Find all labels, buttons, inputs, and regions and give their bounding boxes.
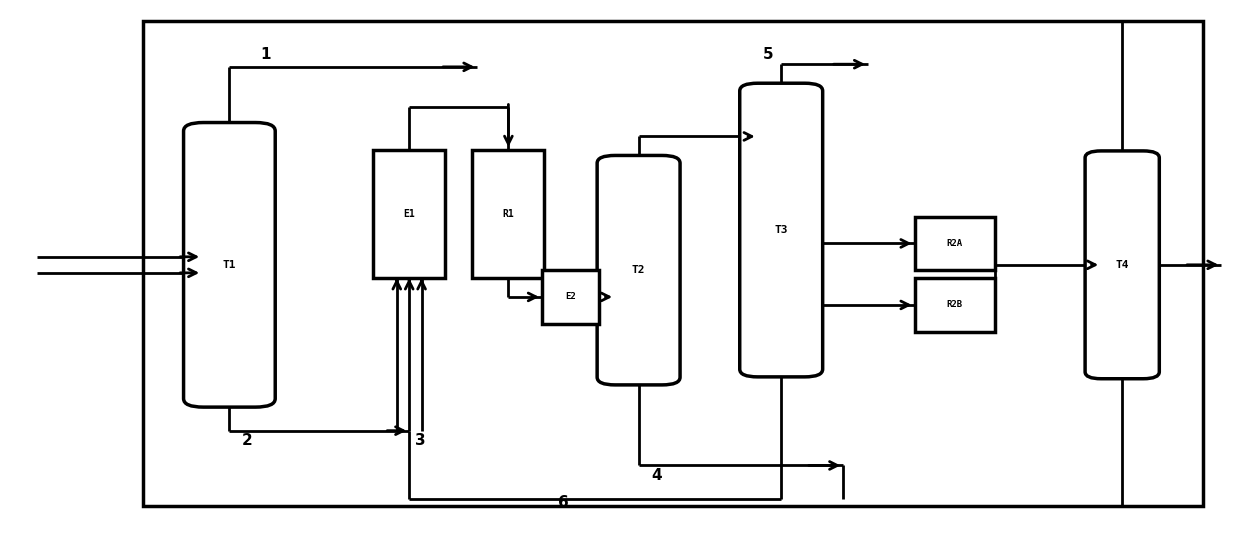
FancyBboxPatch shape (598, 156, 680, 385)
Bar (143, 21, 1203, 506)
Text: T4: T4 (1116, 260, 1128, 270)
Text: T1: T1 (223, 260, 236, 270)
FancyBboxPatch shape (1085, 151, 1159, 379)
FancyBboxPatch shape (740, 83, 822, 377)
Text: R1: R1 (502, 209, 515, 219)
Text: 6: 6 (558, 495, 569, 510)
Bar (915, 217, 994, 270)
Text: E2: E2 (565, 293, 575, 301)
FancyBboxPatch shape (184, 123, 275, 407)
Text: R2B: R2B (946, 301, 963, 309)
Bar (472, 150, 544, 278)
Text: R2A: R2A (946, 239, 963, 248)
Text: T2: T2 (632, 265, 645, 275)
Bar (373, 150, 445, 278)
Text: 3: 3 (415, 433, 427, 448)
Text: T3: T3 (775, 225, 787, 235)
Bar (915, 278, 994, 332)
Text: 1: 1 (260, 47, 270, 62)
Text: 4: 4 (651, 468, 662, 483)
Bar (542, 270, 599, 324)
Text: E1: E1 (403, 209, 415, 219)
Text: 5: 5 (763, 47, 774, 62)
Text: 2: 2 (242, 433, 253, 448)
